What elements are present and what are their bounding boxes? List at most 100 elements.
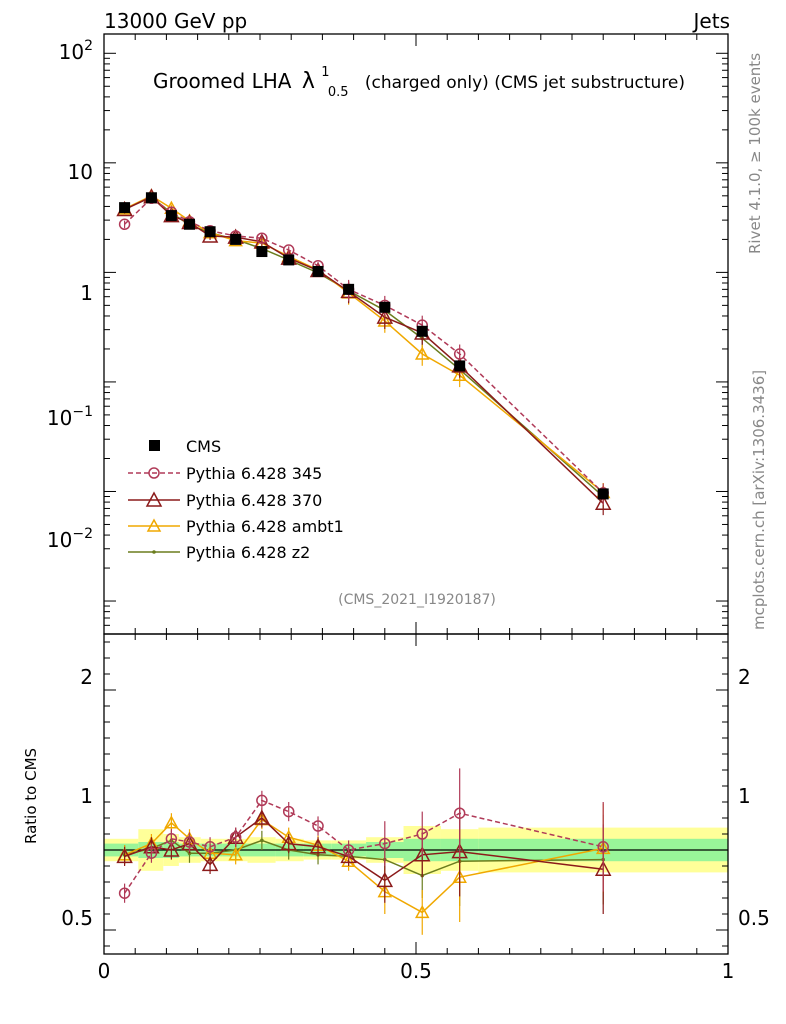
ratio-point-p370-11 bbox=[413, 846, 431, 862]
main-point-cms-4 bbox=[204, 226, 216, 238]
header-left: 13000 GeV pp bbox=[104, 9, 247, 33]
main-point-cms-7 bbox=[283, 254, 295, 266]
cms-uncertainty-bands bbox=[104, 826, 728, 874]
ratio-point-p370-8 bbox=[309, 838, 327, 854]
ratio-point-p345-3 bbox=[183, 836, 196, 848]
main-point-p345-12 bbox=[453, 348, 466, 360]
legend-marker-ambt1 bbox=[146, 518, 162, 532]
main-point-cms-9 bbox=[343, 283, 355, 295]
ratio-point-p345-0 bbox=[118, 887, 131, 899]
ratio-ylabel: Ratio to CMS bbox=[22, 748, 40, 844]
ratio-ytick-label-1: 1 bbox=[80, 784, 93, 808]
legend-label-p345: Pythia 6.428 345 bbox=[186, 464, 322, 483]
title-main: Groomed LHA bbox=[153, 69, 292, 93]
legend-item-p370: Pythia 6.428 370 bbox=[128, 491, 322, 510]
main-ytick-label-0p1: 10−1 bbox=[47, 404, 93, 430]
ratio-ytick-label-2: 2 bbox=[80, 665, 93, 689]
ratio-line-ambt1 bbox=[124, 818, 604, 914]
main-point-cms-8 bbox=[312, 265, 324, 277]
main-point-ambt1-12 bbox=[452, 367, 467, 382]
ratio-point-p345-10 bbox=[379, 837, 391, 850]
legend-marker-p345 bbox=[148, 467, 160, 479]
series-layer bbox=[116, 188, 612, 935]
main-point-cms-11 bbox=[416, 325, 428, 337]
main-point-p345-0 bbox=[118, 218, 131, 231]
ratio-point-p345-7 bbox=[282, 805, 295, 818]
ratio-point-p345-13 bbox=[597, 841, 609, 853]
ratio-ytick-label-0p5: 0.5 bbox=[61, 906, 93, 930]
xtick-label-0p5: 0.5 bbox=[400, 959, 432, 983]
title-suffix: (charged only) (CMS jet substructure) bbox=[365, 73, 685, 93]
legend-marker-p370 bbox=[145, 491, 163, 507]
main-ytick-label-10: 10 bbox=[68, 160, 93, 184]
title-sup: 1 bbox=[321, 65, 329, 80]
ratio-ytick-label-right-1: 1 bbox=[738, 784, 751, 808]
main-point-cms-10 bbox=[379, 301, 391, 313]
ratio-point-p345-8 bbox=[312, 820, 324, 832]
analysis-tag: (CMS_2021_I1920187) bbox=[338, 592, 496, 608]
main-point-cms-13 bbox=[597, 488, 609, 500]
main-ytick-label-0p01: 10−2 bbox=[47, 526, 93, 552]
ratio-point-ambt1-9 bbox=[341, 853, 356, 867]
main-point-p370-10 bbox=[376, 308, 394, 324]
legend-item-ambt1: Pythia 6.428 ambt1 bbox=[128, 517, 344, 536]
ratio-point-p345-11 bbox=[416, 828, 428, 840]
main-point-cms-2 bbox=[165, 210, 177, 222]
title-symbol: λ bbox=[302, 69, 315, 94]
header-right: Jets bbox=[692, 9, 730, 33]
main-point-cms-3 bbox=[183, 218, 195, 230]
ratio-point-p345-2 bbox=[165, 833, 178, 845]
ratio-point-p370-0 bbox=[116, 847, 133, 864]
legend-item-z2: Pythia 6.428 z2 bbox=[128, 543, 310, 562]
source-label: mcplots.cern.ch [arXiv:1306.3436] bbox=[750, 370, 768, 630]
ratio-point-p370-2 bbox=[163, 841, 180, 857]
main-point-cms-12 bbox=[454, 360, 466, 372]
ratio-point-p370-7 bbox=[280, 835, 297, 851]
legend-label-ambt1: Pythia 6.428 ambt1 bbox=[186, 517, 344, 536]
ratio-point-p345-12 bbox=[453, 807, 466, 819]
ratio-point-p370-6 bbox=[253, 809, 271, 825]
ratio-point-p370-9 bbox=[340, 847, 357, 864]
legend-marker-z2 bbox=[152, 550, 156, 554]
ratio-line-p345 bbox=[123, 799, 604, 894]
ratio-point-p345-1 bbox=[145, 847, 158, 859]
ratio-point-ambt1-5 bbox=[228, 847, 243, 861]
ratio-ytick-label-right-2: 2 bbox=[738, 665, 751, 689]
ratio-point-p345-9 bbox=[342, 844, 355, 856]
legend-marker-cms bbox=[149, 440, 160, 451]
main-point-cms-1 bbox=[145, 192, 157, 204]
xtick-label-1: 1 bbox=[722, 959, 735, 983]
legend-label-z2: Pythia 6.428 z2 bbox=[186, 543, 310, 562]
series-cms bbox=[119, 192, 609, 500]
ratio-ytick-label-right-0p5: 0.5 bbox=[738, 906, 770, 930]
ratio-point-p345-6 bbox=[256, 794, 268, 807]
ratio-point-p345-5 bbox=[229, 831, 242, 843]
ratio-point-p370-10 bbox=[376, 871, 394, 888]
main-line-p370 bbox=[124, 195, 604, 504]
legend-item-p345: Pythia 6.428 345 bbox=[128, 464, 322, 483]
legend: CMS Pythia 6.428 345 Pythia 6.428 370 Py… bbox=[128, 437, 344, 562]
xtick-label-0: 0 bbox=[98, 959, 111, 983]
main-ytick-label-1: 1 bbox=[80, 281, 93, 305]
ratio-point-p345-4 bbox=[204, 841, 216, 853]
ratio-point-z2-6 bbox=[260, 838, 264, 843]
legend-label-p370: Pythia 6.428 370 bbox=[186, 491, 322, 510]
ratio-point-p370-4 bbox=[201, 855, 219, 872]
title-sub: 0.5 bbox=[328, 85, 349, 100]
ratio-point-ambt1-2 bbox=[164, 815, 179, 829]
main-point-cms-5 bbox=[230, 233, 242, 245]
main-point-p370-13 bbox=[594, 494, 612, 511]
ratio-plot-frame bbox=[103, 633, 729, 955]
main-point-p345-6 bbox=[256, 232, 268, 244]
main-ytick-label-100: 102 bbox=[59, 38, 93, 64]
main-point-cms-0 bbox=[119, 202, 131, 214]
legend-item-cms: CMS bbox=[149, 437, 221, 456]
rivet-label: Rivet 4.1.0, ≥ 100k events bbox=[746, 53, 764, 254]
plot-title: Groomed LHA λ 1 0.5 (charged only) (CMS … bbox=[153, 57, 685, 101]
main-point-cms-6 bbox=[256, 246, 268, 258]
axis-ticks bbox=[103, 34, 729, 954]
main-point-ambt1-11 bbox=[414, 346, 430, 360]
legend-label-cms: CMS bbox=[186, 437, 221, 456]
ratio-point-ambt1-11 bbox=[414, 904, 430, 919]
